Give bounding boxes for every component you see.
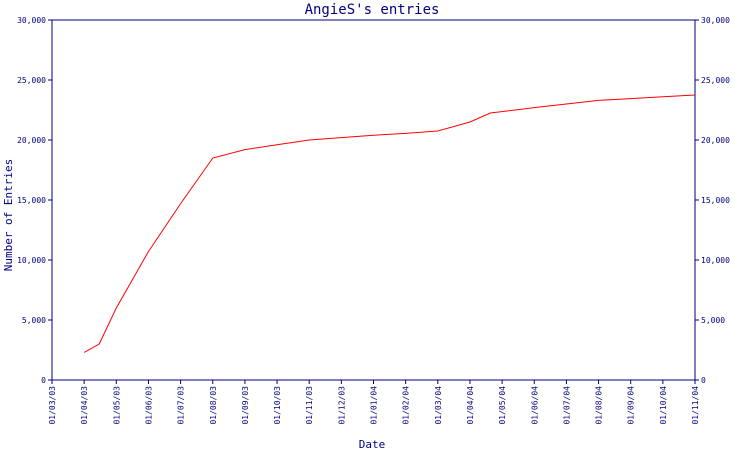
x-tick-label: 01/04/04 (466, 386, 475, 425)
y-tick-label-left: 0 (41, 376, 46, 385)
x-tick-label: 01/07/03 (177, 386, 186, 425)
y-tick-label-right: 5,000 (701, 316, 725, 325)
x-tick-label: 01/06/04 (530, 386, 539, 425)
x-tick-label: 01/11/03 (305, 386, 314, 425)
x-tick-label: 01/01/04 (370, 386, 379, 425)
y-tick-label-left: 5,000 (22, 316, 46, 325)
x-tick-label: 01/08/04 (595, 386, 604, 425)
x-tick-label: 01/03/03 (48, 386, 57, 425)
y-tick-label-right: 20,000 (701, 136, 730, 145)
y-tick-label-left: 30,000 (17, 16, 46, 25)
x-tick-label: 01/10/03 (273, 386, 282, 425)
x-axis-label: Date (359, 438, 386, 450)
y-tick-label-left: 15,000 (17, 196, 46, 205)
x-tick-label: 01/03/04 (434, 386, 443, 425)
x-tick-label: 01/05/03 (112, 386, 121, 425)
y-tick-label-right: 0 (701, 376, 706, 385)
y-tick-label-left: 10,000 (17, 256, 46, 265)
x-tick-label: 01/12/03 (337, 386, 346, 425)
x-tick-label: 01/04/03 (80, 386, 89, 425)
axes: 0 0 5,000 5,000 10,000 10,000 15,000 15,000 20,0… (17, 16, 730, 425)
x-tick-label: 01/09/03 (241, 386, 250, 425)
y-tick-label-right: 15,000 (701, 196, 730, 205)
x-tick-label: 01/06/03 (144, 386, 153, 425)
y-tick-label-left: 20,000 (17, 136, 46, 145)
x-tick-label: 01/08/03 (209, 386, 218, 425)
series-layer (83, 94, 696, 353)
x-tick-label: 01/05/04 (498, 386, 507, 425)
y-tick-label-right: 25,000 (701, 76, 730, 85)
y-tick-label-right: 30,000 (701, 16, 730, 25)
series-line (83, 94, 696, 353)
y-tick-label-left: 25,000 (17, 76, 46, 85)
y-tick-label-right: 10,000 (701, 256, 730, 265)
x-tick-label: 01/11/04 (691, 386, 700, 425)
x-tick-label: 01/09/04 (627, 386, 636, 425)
x-tick-label: 01/07/04 (562, 386, 571, 425)
x-tick-label: 01/10/04 (659, 386, 668, 425)
y-axis-label: Number of Entries (2, 159, 15, 272)
chart-title: AngieS's entries (305, 2, 440, 18)
x-tick-label: 01/02/04 (402, 386, 411, 425)
